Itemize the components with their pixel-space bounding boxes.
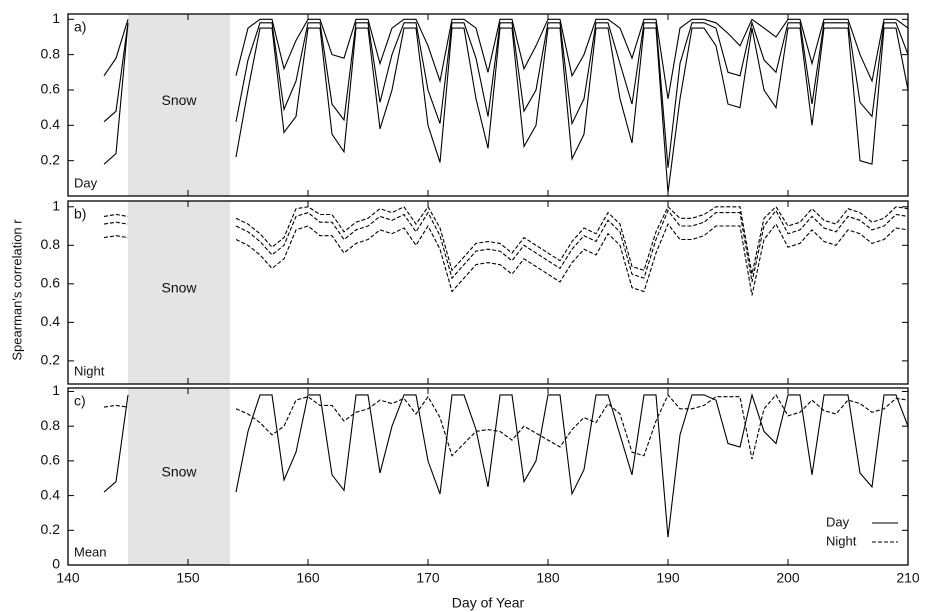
- y-tick-label: 0.2: [41, 521, 61, 537]
- y-tick-label: 0: [52, 556, 60, 572]
- x-tick-label: 190: [656, 570, 680, 586]
- data-line: [103, 209, 909, 283]
- panel-annotation: Night: [74, 363, 105, 378]
- legend-label: Night: [826, 533, 857, 548]
- y-tick-label: 1: [52, 197, 60, 213]
- y-tick-label: 0.6: [41, 81, 61, 97]
- panel-annotation: Mean: [74, 544, 107, 559]
- legend-label: Day: [826, 514, 850, 529]
- panel-label: b): [74, 206, 86, 222]
- y-tick-label: 0.4: [41, 486, 61, 502]
- y-tick-label: 0.2: [41, 352, 61, 368]
- y-tick-label: 0.2: [41, 151, 61, 167]
- data-line: [103, 223, 909, 296]
- x-tick-label: 170: [416, 570, 440, 586]
- snow-region: [128, 388, 230, 565]
- y-tick-label: 0.6: [41, 452, 61, 468]
- data-line: [103, 393, 909, 460]
- y-tick-label: 0.8: [41, 417, 61, 433]
- snow-label: Snow: [161, 92, 197, 108]
- y-tick-label: 0.4: [41, 313, 61, 329]
- y-tick-label: 0.6: [41, 275, 61, 291]
- data-line: [103, 20, 909, 168]
- data-line: [103, 205, 909, 275]
- x-tick-label: 180: [536, 570, 560, 586]
- snow-region: [128, 14, 230, 196]
- x-tick-label: 160: [296, 570, 320, 586]
- panel-label: c): [74, 393, 86, 409]
- panel-frame: [67, 200, 909, 385]
- panel-frame: [67, 387, 909, 566]
- panel-frame: [67, 13, 909, 197]
- y-tick-label: 1: [52, 382, 60, 398]
- snow-region: [128, 201, 230, 384]
- panel-label: a): [74, 19, 86, 35]
- x-tick-label: 140: [56, 570, 80, 586]
- y-tick-label: 0.4: [41, 116, 61, 132]
- data-line: [103, 22, 909, 193]
- snow-label: Snow: [161, 280, 197, 296]
- snow-label: Snow: [161, 464, 197, 480]
- y-tick-label: 1: [52, 10, 60, 26]
- x-tick-label: 150: [176, 570, 200, 586]
- y-tick-label: 0.8: [41, 236, 61, 252]
- x-axis-label: Day of Year: [452, 595, 525, 611]
- panel-annotation: Day: [74, 175, 98, 190]
- x-tick-label: 210: [896, 570, 920, 586]
- data-line: [103, 392, 909, 538]
- x-tick-label: 200: [776, 570, 800, 586]
- data-line: [103, 18, 909, 99]
- y-tick-label: 0.8: [41, 45, 61, 61]
- y-axis-label: Spearman's correlation r: [9, 219, 24, 361]
